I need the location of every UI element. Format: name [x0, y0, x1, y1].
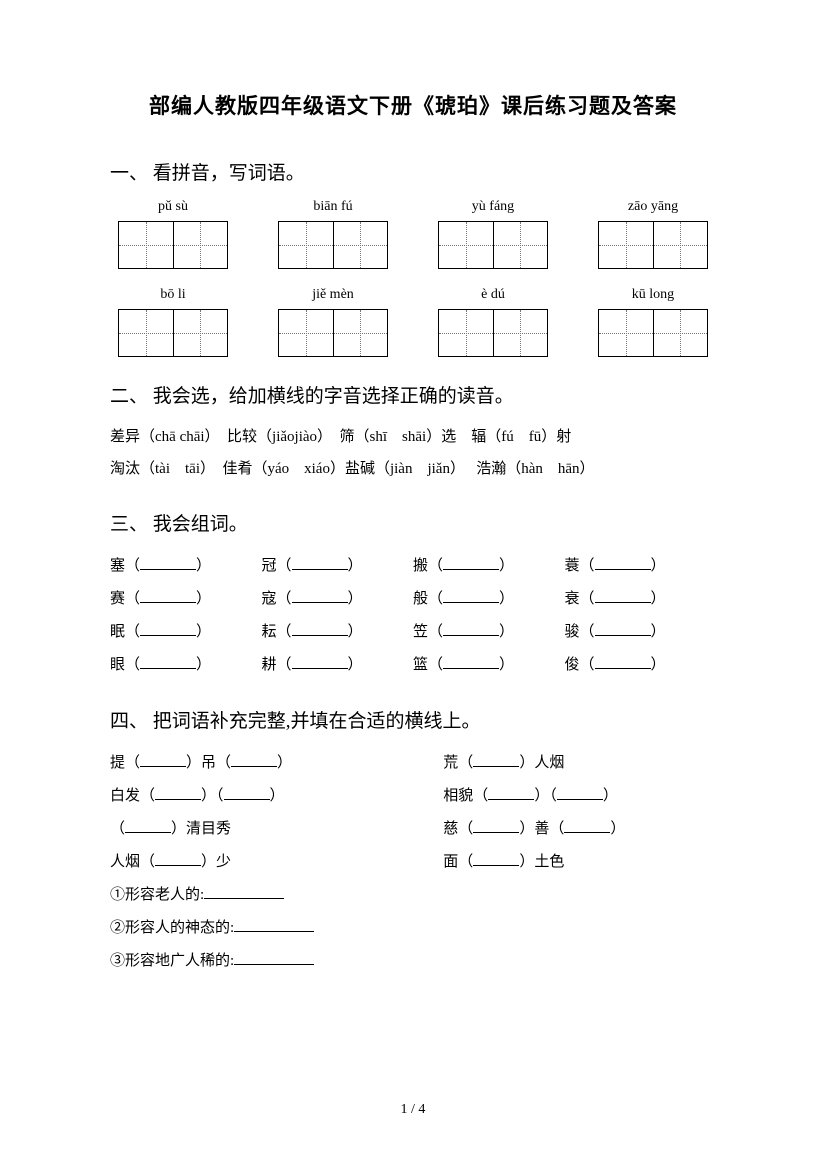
write-box [118, 309, 228, 357]
fill-row: 提（）吊（）荒（）人烟 [110, 747, 716, 780]
word-cell: 搬（） [413, 550, 565, 583]
section3-heading: 三、 我会组词。 [110, 509, 716, 536]
word-cell: 笠（） [413, 616, 565, 649]
word-cell: 耕（） [262, 649, 414, 682]
word-row: 眼（）耕（）篮（）俊（） [110, 649, 716, 682]
word-row: 眠（）耘（）笠（）骏（） [110, 616, 716, 649]
fill-left: 白发（）（） [110, 780, 443, 813]
word-cell: 般（） [413, 583, 565, 616]
fill-left: 人烟（）少 [110, 846, 443, 879]
write-box [278, 221, 388, 269]
word-row: 塞（）冠（）搬（）蓑（） [110, 550, 716, 583]
pinyin-label: jiě mèn [278, 287, 388, 303]
pinyin-label: zāo yāng [598, 199, 708, 215]
word-row: 赛（）寇（）般（）衰（） [110, 583, 716, 616]
fill-left: 提（）吊（） [110, 747, 443, 780]
pinyin-label: bō li [118, 287, 228, 303]
word-cell: 冠（） [262, 550, 414, 583]
word-cell: 蓑（） [565, 550, 717, 583]
write-box [598, 309, 708, 357]
word-cell: 篮（） [413, 649, 565, 682]
pinyin-label: yù fáng [438, 199, 548, 215]
word-cell: 眠（） [110, 616, 262, 649]
pinyin-label: pǔ sù [118, 199, 228, 215]
fill-right: 慈（）善（） [443, 813, 716, 846]
write-boxes-row-1 [110, 221, 716, 269]
section4-heading: 四、 把词语补充完整,并填在合适的横线上。 [110, 706, 716, 733]
pinyin-label: è dú [438, 287, 548, 303]
word-cell: 眼（） [110, 649, 262, 682]
word-cell: 寇（） [262, 583, 414, 616]
section2-line2: 淘汰（tài tāi） 佳肴（yáo xiáo）盐碱（jiàn jiǎn） 浩瀚… [110, 454, 716, 486]
word-cell: 骏（） [565, 616, 717, 649]
word-cell: 俊（） [565, 649, 717, 682]
fill-right: 相貌（）（） [443, 780, 716, 813]
write-box [598, 221, 708, 269]
desc-line: ②形容人的神态的: [110, 912, 716, 945]
pinyin-row-1: pǔ sù biān fú yù fáng zāo yāng [110, 199, 716, 215]
pinyin-label: biān fú [278, 199, 388, 215]
desc-line: ③形容地广人稀的: [110, 945, 716, 978]
fill-left: （）清目秀 [110, 813, 443, 846]
write-box [118, 221, 228, 269]
pinyin-label: kū long [598, 287, 708, 303]
section1-heading: 一、 看拼音，写词语。 [110, 158, 716, 185]
doc-title: 部编人教版四年级语文下册《琥珀》课后练习题及答案 [110, 90, 716, 120]
word-cell: 衰（） [565, 583, 717, 616]
write-boxes-row-2 [110, 309, 716, 357]
section2-heading: 二、 我会选，给加横线的字音选择正确的读音。 [110, 381, 716, 408]
fill-row: 人烟（）少面（）土色 [110, 846, 716, 879]
write-box [438, 221, 548, 269]
pinyin-row-2: bō li jiě mèn è dú kū long [110, 287, 716, 303]
desc-line: ①形容老人的: [110, 879, 716, 912]
fill-row: （）清目秀慈（）善（） [110, 813, 716, 846]
word-cell: 赛（） [110, 583, 262, 616]
fill-right: 荒（）人烟 [443, 747, 716, 780]
word-cell: 塞（） [110, 550, 262, 583]
fill-row: 白发（）（）相貌（）（） [110, 780, 716, 813]
fill-right: 面（）土色 [443, 846, 716, 879]
write-box [278, 309, 388, 357]
word-cell: 耘（） [262, 616, 414, 649]
page-footer: 1 / 4 [0, 1102, 826, 1118]
section2-line1: 差异（chā chāi） 比较（jiǎojiào） 筛（shī shāi）选 辐… [110, 422, 716, 454]
write-box [438, 309, 548, 357]
